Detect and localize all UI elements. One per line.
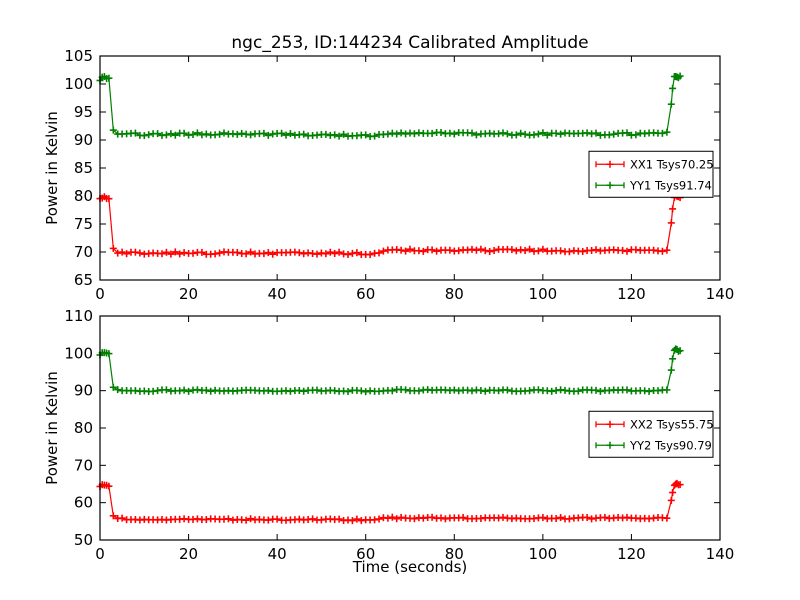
legend-box (588, 410, 714, 458)
y-tick-label: 105 (64, 47, 93, 65)
y-tick-label: 100 (64, 344, 93, 362)
y-tick-label: 110 (64, 307, 93, 325)
y-tick-label: 80 (74, 419, 93, 437)
subplot-frame (99, 55, 721, 281)
legend-label: XX2 Tsys55.75 (630, 417, 714, 431)
x-tick-label: 20 (179, 285, 198, 303)
x-tick-label: 20 (179, 545, 198, 563)
series-markers-YY1 (96, 72, 684, 140)
x-tick-label: 140 (706, 285, 735, 303)
y-tick-label: 70 (74, 243, 93, 261)
x-tick-label: 80 (445, 545, 464, 563)
y-tick-label: 65 (74, 271, 93, 289)
y-tick-label: 50 (74, 531, 93, 549)
y-tick-label: 100 (64, 75, 93, 93)
chart-title: ngc_253, ID:144234 Calibrated Amplitude (231, 33, 589, 53)
x-tick-label: 120 (617, 545, 646, 563)
x-tick-label: 60 (356, 545, 375, 563)
x-tick-label: 60 (356, 285, 375, 303)
x-tick-label: 120 (617, 285, 646, 303)
y-tick-label: 75 (74, 215, 93, 233)
y-tick-label: 60 (74, 494, 93, 512)
x-tick-label: 0 (95, 545, 105, 563)
series-markers-XX2 (96, 479, 684, 525)
x-tick-label: 100 (529, 285, 558, 303)
x-tick-label: 0 (95, 285, 105, 303)
y-tick-label: 95 (74, 103, 93, 121)
y-tick-label: 80 (74, 187, 93, 205)
y-tick-label: 90 (74, 382, 93, 400)
series-line-YY1 (99, 75, 681, 138)
legend-box (588, 150, 714, 198)
legend-label: YY1 Tsys91.74 (629, 178, 712, 192)
subplot-frame (99, 315, 721, 541)
series-markers-YY2 (96, 345, 684, 396)
series-line-XX1 (99, 194, 681, 256)
x-tick-label: 40 (268, 545, 287, 563)
legend-label: XX1 Tsys70.25 (630, 157, 714, 171)
x-tick-label: 140 (706, 545, 735, 563)
y-tick-label: 90 (74, 131, 93, 149)
x-tick-label: 40 (268, 285, 287, 303)
y-tick-label: 70 (74, 456, 93, 474)
x-tick-label: 100 (529, 545, 558, 563)
x-axis-label: Time (seconds) (352, 558, 468, 576)
series-line-XX2 (99, 482, 681, 522)
series-line-YY2 (99, 348, 681, 393)
x-tick-label: 80 (445, 285, 464, 303)
legend-label: YY2 Tsys90.79 (629, 438, 712, 452)
series-markers-XX1 (96, 191, 684, 259)
y-tick-label: 85 (74, 159, 93, 177)
